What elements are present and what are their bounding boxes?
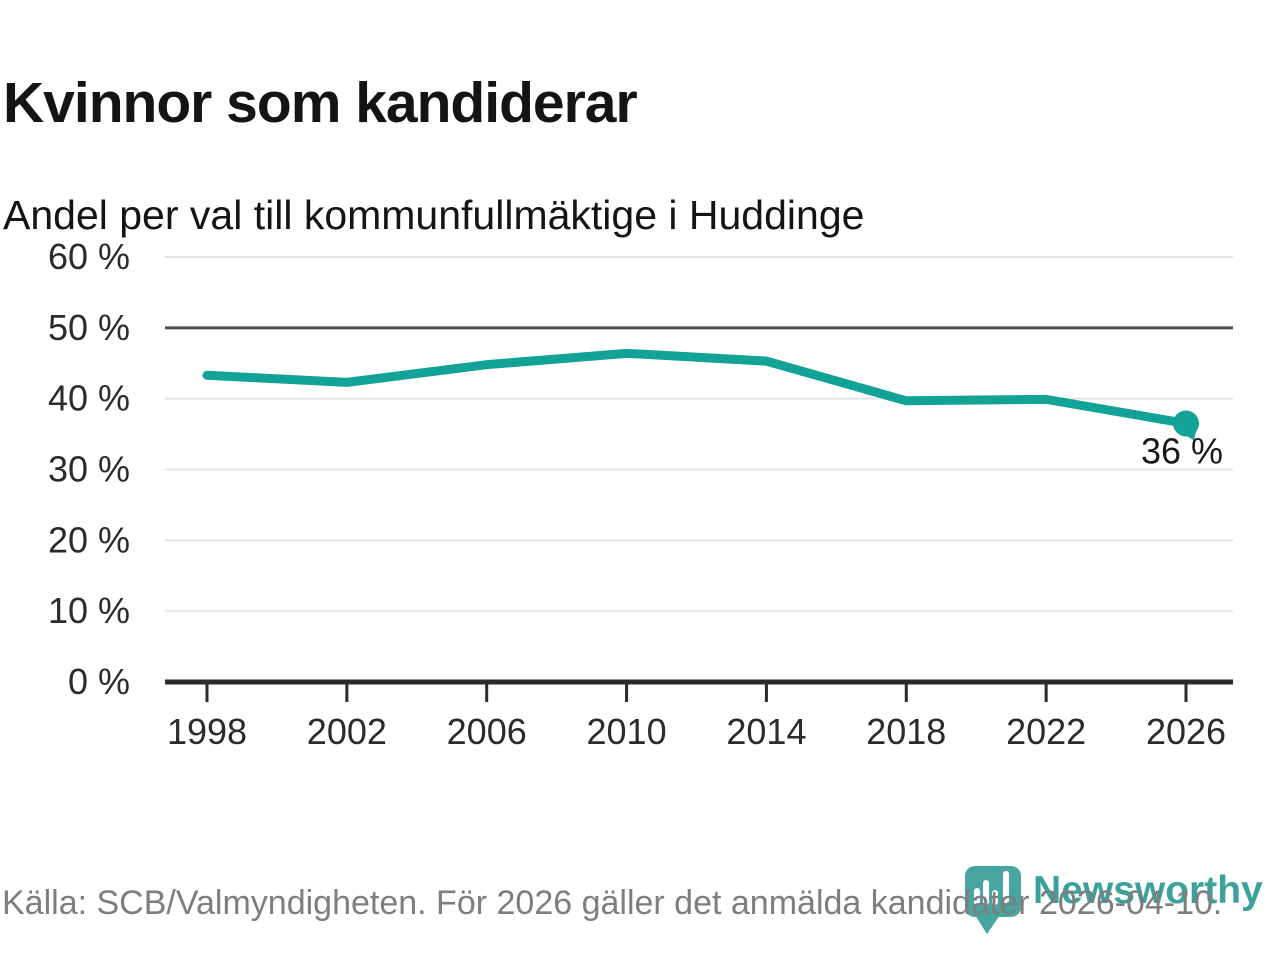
y-tick-label: 60 % — [48, 236, 130, 277]
end-point-marker — [1173, 410, 1199, 437]
y-tick-label: 20 % — [48, 519, 130, 560]
source-text: Källa: SCB/Valmyndigheten. För 2026 gäll… — [2, 884, 1223, 922]
y-tick-label: 30 % — [48, 449, 130, 490]
y-tick-label: 50 % — [48, 307, 130, 348]
end-point-label: 36 % — [1141, 430, 1223, 471]
x-tick-label: 2002 — [307, 711, 387, 752]
x-tick-label: 2006 — [447, 711, 527, 752]
x-tick-label: 1998 — [167, 711, 247, 752]
y-tick-label: 40 % — [48, 378, 130, 419]
x-tick-label: 2010 — [587, 711, 667, 752]
y-tick-label: 10 % — [48, 590, 130, 631]
newsworthy-wordmark: Newsworthy — [1033, 869, 1263, 912]
x-tick-label: 2022 — [1006, 711, 1086, 752]
data-line — [202, 348, 1191, 428]
y-tick-label: 0 % — [68, 661, 130, 702]
newsworthy-pin-icon — [965, 866, 1021, 934]
chart-subtitle: Andel per val till kommunfullmäktige i H… — [3, 192, 865, 238]
x-tick-label: 2026 — [1146, 711, 1226, 752]
x-tick-label: 2018 — [866, 711, 946, 752]
chart-title: Kvinnor som kandiderar — [3, 71, 638, 136]
x-tick-label: 2014 — [726, 711, 806, 752]
